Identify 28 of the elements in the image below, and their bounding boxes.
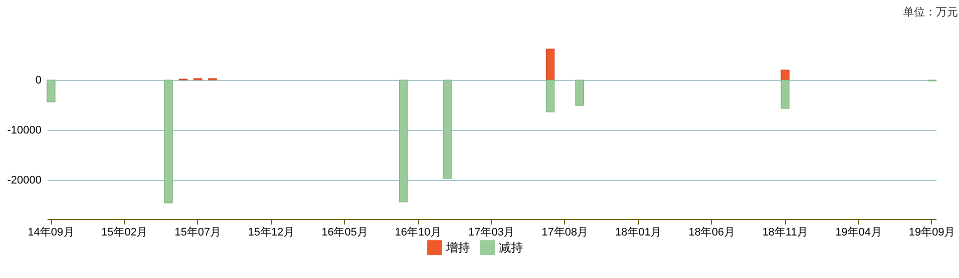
bar <box>780 80 790 109</box>
x-tick-label: 17年08月 <box>542 226 588 238</box>
y-tick-label: 0 <box>35 74 42 86</box>
y-tick-label: -20000 <box>7 174 42 186</box>
x-tick-label: 18年01月 <box>615 226 662 238</box>
x-tick-label: 17年03月 <box>468 226 515 238</box>
bar <box>443 80 452 179</box>
x-tick-label: 15年02月 <box>101 226 148 238</box>
x-tick-label: 16年10月 <box>394 226 442 238</box>
y-tick-label: -10000 <box>7 124 42 136</box>
bar <box>546 80 555 112</box>
x-tick-label: 14年09月 <box>28 226 74 238</box>
x-tick-label: 15年12月 <box>248 226 295 238</box>
text: 单位：万元 <box>903 6 958 19</box>
legend-label: 增持 <box>445 240 470 255</box>
bar <box>399 80 408 202</box>
legend-label: 减持 <box>499 240 523 255</box>
x-tick-label: 19年09月 <box>908 226 956 238</box>
x-tick-label: 18年06月 <box>688 226 735 238</box>
x-tick-label: 16年05月 <box>321 226 368 238</box>
x-tick-label: 15年07月 <box>174 226 222 238</box>
bar <box>164 80 173 204</box>
x-tick-label: 18年11月 <box>762 226 808 238</box>
x-tick-label: 19年04月 <box>835 226 882 238</box>
bar <box>575 80 584 106</box>
bar <box>46 80 56 102</box>
bar <box>546 48 555 80</box>
bar <box>780 70 790 80</box>
